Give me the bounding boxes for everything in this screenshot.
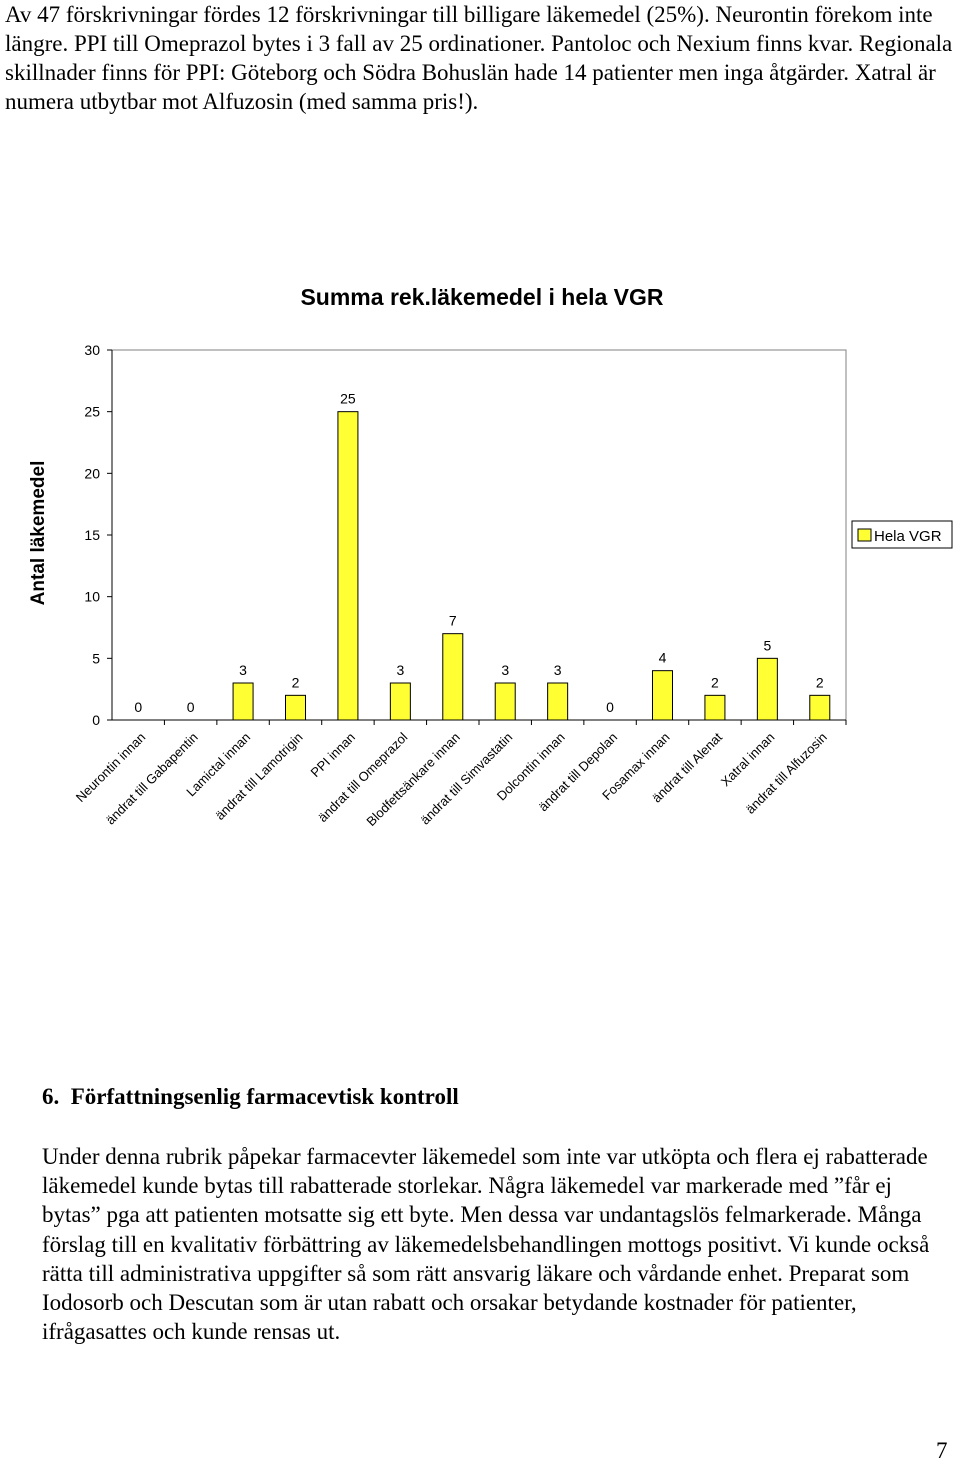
- data-label-0: 0: [134, 699, 142, 715]
- legend-label-hela-vgr: Hela VGR: [874, 528, 942, 545]
- bar-10: [652, 670, 673, 721]
- data-label-13: 2: [816, 674, 824, 690]
- legend: Hela VGR: [851, 520, 953, 549]
- section-number: 6.: [42, 1084, 60, 1109]
- data-label-6: 7: [449, 613, 457, 629]
- y-axis: 0 5 10 15 20 25 30: [84, 342, 113, 728]
- bar-12: [756, 657, 778, 721]
- data-label-11: 2: [711, 674, 719, 690]
- data-label-7: 3: [501, 662, 509, 678]
- category-label-4: PPI innan: [308, 730, 358, 780]
- bar-13: [809, 694, 831, 721]
- y-axis-label: Antal läkemedel: [28, 461, 49, 606]
- plot-area: [111, 349, 847, 721]
- body-paragraph: Under denna rubrik påpekar farmacevter l…: [42, 1144, 930, 1345]
- data-label-10: 4: [659, 650, 667, 666]
- bar-7: [494, 682, 516, 721]
- legend-swatch: [857, 528, 872, 542]
- data-label-4: 25: [340, 391, 356, 407]
- bar-11: [704, 694, 726, 721]
- intro-paragraph: Av 47 förskrivningar fördes 12 förskrivn…: [5, 2, 953, 114]
- y-tick-label-1: 5: [92, 650, 100, 666]
- bar-5: [389, 682, 411, 721]
- category-label-7: ändrat till Simvastatin: [417, 730, 515, 828]
- data-label-8: 3: [554, 662, 562, 678]
- data-label-2: 3: [239, 662, 247, 678]
- y-tick-label-6: 30: [84, 342, 100, 358]
- chart-title: Summa rek.läkemedel i hela VGR: [300, 284, 663, 310]
- category-label-3: ändrat till Lamotrigin: [212, 730, 305, 823]
- page-number: 7: [936, 1438, 948, 1463]
- bar-2: [232, 682, 254, 721]
- bar-chart: Summa rek.läkemedel i hela VGR Antal läk…: [28, 284, 953, 830]
- data-label-12: 5: [763, 637, 771, 653]
- bar-8: [547, 682, 569, 721]
- category-label-5: ändrat till Omeprazol: [315, 729, 410, 824]
- bar-3: [285, 694, 306, 721]
- category-label-6: Blodfettsänkare innan: [363, 730, 463, 830]
- data-label-5: 3: [396, 662, 404, 678]
- y-tick-label-5: 25: [84, 404, 100, 420]
- bar-4: [337, 411, 359, 721]
- category-label-1: ändrat till Gabapentin: [103, 730, 201, 828]
- y-tick-label-4: 20: [84, 465, 100, 481]
- data-label-1: 0: [187, 699, 195, 715]
- bar-6: [442, 633, 464, 721]
- section-heading: 6. Författningsenlig farmacevtisk kontro…: [42, 1084, 459, 1110]
- y-tick-label-0: 0: [92, 712, 100, 728]
- y-tick-label-2: 10: [84, 589, 100, 605]
- data-label-3: 2: [292, 674, 300, 690]
- data-label-9: 0: [606, 699, 614, 715]
- section-title: Författningsenlig farmacevtisk kontroll: [70, 1084, 459, 1109]
- y-tick-label-3: 15: [84, 527, 100, 543]
